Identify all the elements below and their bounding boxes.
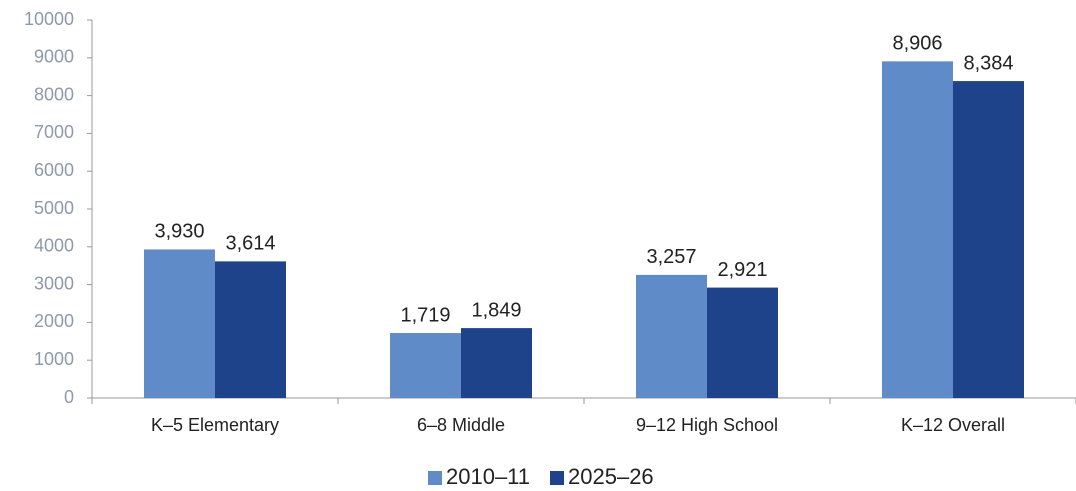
data-label: 3,257 xyxy=(646,246,696,268)
data-label: 3,614 xyxy=(225,233,275,255)
bar xyxy=(636,274,707,398)
legend-label: 2025–26 xyxy=(568,464,654,489)
legend-swatch xyxy=(550,471,565,485)
data-label: 8,906 xyxy=(892,33,942,55)
x-tick-label: 9–12 High School xyxy=(636,415,778,435)
data-label: 1,719 xyxy=(400,304,450,326)
y-tick-label: 8000 xyxy=(34,84,74,104)
y-tick-label: 9000 xyxy=(34,47,74,67)
y-tick-label: 3000 xyxy=(34,273,74,293)
x-tick-label: 6–8 Middle xyxy=(417,415,505,435)
y-tick-label: 10000 xyxy=(24,9,74,29)
bar xyxy=(461,328,532,398)
bar xyxy=(144,249,215,398)
y-tick-label: 1000 xyxy=(34,349,74,369)
y-tick-label: 2000 xyxy=(34,311,74,331)
y-tick-label: 4000 xyxy=(34,236,74,256)
data-label: 8,384 xyxy=(963,52,1013,74)
data-label: 2,921 xyxy=(717,259,767,281)
data-label: 1,849 xyxy=(471,299,521,321)
y-tick-label: 7000 xyxy=(34,122,74,142)
bar xyxy=(390,333,461,398)
bar xyxy=(882,61,953,398)
legend-label: 2010–11 xyxy=(446,464,530,489)
bar xyxy=(215,261,286,398)
legend-swatch xyxy=(428,471,442,485)
x-tick-label: K–5 Elementary xyxy=(151,415,279,435)
y-tick-label: 5000 xyxy=(34,198,74,218)
y-tick-label: 0 xyxy=(64,387,74,407)
bar xyxy=(707,287,778,398)
y-tick-label: 6000 xyxy=(34,160,74,180)
data-label: 3,930 xyxy=(154,221,204,243)
bar xyxy=(953,81,1024,398)
x-tick-label: K–12 Overall xyxy=(901,415,1005,435)
